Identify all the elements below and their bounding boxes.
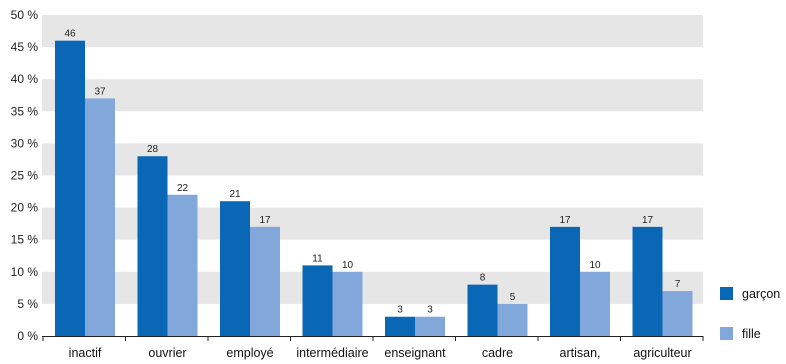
- y-tick-label: 45 %: [11, 40, 39, 54]
- category-label: employé: [226, 346, 273, 360]
- bar-garcon: [550, 226, 580, 336]
- category-label: artisan,: [560, 346, 601, 360]
- y-tick-label: 35 %: [11, 104, 39, 118]
- bar-fille: [332, 271, 363, 336]
- y-tick-label: 10 %: [11, 265, 39, 279]
- category-label: intermédiaire: [296, 346, 368, 360]
- data-label: 11: [312, 253, 323, 264]
- bar-garcon: [467, 284, 498, 336]
- y-tick-label: 15 %: [11, 233, 39, 247]
- bars: 46 37 28 22 21 17 11 10 3 3 8 5 17 10 17 7: [55, 29, 693, 337]
- grid-bands: [42, 15, 703, 304]
- data-label: 3: [427, 305, 433, 316]
- data-label: 8: [480, 273, 486, 284]
- grid-band: [42, 79, 703, 112]
- data-label: 10: [589, 260, 601, 271]
- legend-swatch-fille: [720, 327, 733, 340]
- bar-garcon: [220, 201, 250, 336]
- legend-label-fille: fille: [742, 327, 761, 341]
- data-label: 17: [559, 215, 571, 226]
- y-tick-label: 5 %: [17, 297, 38, 311]
- data-label: 10: [342, 260, 354, 271]
- y-tick-label: 50 %: [11, 8, 39, 22]
- bar-fille: [415, 316, 445, 336]
- y-tick-label: 30 %: [11, 136, 39, 150]
- category-label: agriculteur: [633, 346, 691, 360]
- bar-fille: [497, 303, 528, 336]
- data-label: 22: [177, 183, 189, 194]
- data-label: 21: [229, 189, 241, 200]
- data-label: 28: [147, 144, 159, 155]
- bar-fille: [85, 98, 115, 337]
- bar-garcon: [55, 40, 85, 337]
- bar-garcon: [302, 265, 333, 336]
- data-label: 17: [642, 215, 654, 226]
- y-tick-label: 25 %: [11, 169, 39, 183]
- data-label: 7: [675, 279, 681, 290]
- category-label: enseignant: [384, 346, 446, 360]
- data-label: 17: [259, 215, 271, 226]
- data-label: 46: [64, 29, 76, 40]
- y-tick-label: 0 %: [17, 329, 38, 343]
- bar-fille: [167, 194, 198, 336]
- data-label: 37: [94, 86, 106, 97]
- category-label: ouvrier: [148, 346, 186, 360]
- category-label: inactif: [69, 346, 102, 360]
- legend-swatch-garcon: [720, 287, 733, 300]
- y-tick-label: 20 %: [11, 201, 39, 215]
- y-tick-label: 40 %: [11, 72, 39, 86]
- bar-garcon: [385, 316, 415, 336]
- grid-band: [42, 15, 703, 48]
- legend-label-garcon: garçon: [742, 287, 780, 301]
- legend: garçon fille: [720, 287, 780, 341]
- bar-garcon: [632, 226, 663, 336]
- x-axis: inactif ouvrier employé intermédiaire enseig…: [42, 336, 704, 360]
- bar-fille: [250, 226, 280, 336]
- data-label: 5: [510, 292, 516, 303]
- bar-fille: [580, 271, 610, 336]
- y-axis: 0 % 5 % 10 % 15 % 20 % 25 % 30 % 35 % 40 % 45 % 50…: [11, 8, 39, 343]
- data-label: 3: [397, 305, 403, 316]
- category-label: cadre: [482, 346, 513, 360]
- bar-garcon: [137, 156, 168, 336]
- bar-fille: [662, 291, 693, 336]
